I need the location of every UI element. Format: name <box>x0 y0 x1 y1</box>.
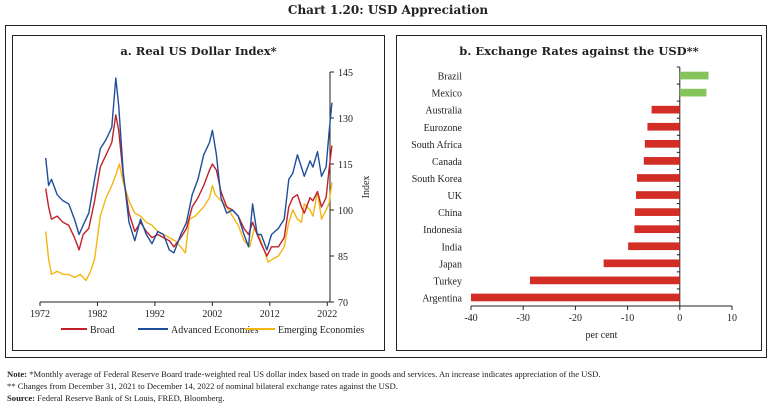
x-tick-label: 2012 <box>260 309 280 320</box>
source-text: Federal Reserve Bank of St Louis, FRED, … <box>37 393 225 403</box>
chart-title: Chart 1.20: USD Appreciation <box>287 3 489 17</box>
note-text-1: *Monthly average of Federal Reserve Boar… <box>29 369 601 379</box>
panel-a-title: a. Real US Dollar Index* <box>120 44 277 58</box>
category-label: Brazil <box>438 72 463 83</box>
y-tick-label: 130 <box>338 114 353 125</box>
bar-indonesia <box>634 225 680 234</box>
footnotes: Note: *Monthly average of Federal Reserv… <box>7 368 601 404</box>
x-tick-label: 10 <box>727 313 737 324</box>
x-tick-label: -10 <box>621 313 634 324</box>
y-axis-label: Index <box>361 176 372 199</box>
category-label: South Africa <box>411 140 462 151</box>
category-label: UK <box>448 191 463 202</box>
panel-real-us-dollar-index: a. Real US Dollar Index* 1972 1982 1992 200… <box>12 35 385 351</box>
bar-japan <box>603 259 680 268</box>
x-tick-label: -20 <box>569 313 582 324</box>
series-line-broad <box>45 114 333 257</box>
x-tick-label: 1972 <box>30 309 50 320</box>
bar-south-africa <box>644 139 680 148</box>
x-tick-label: 2022 <box>317 309 337 320</box>
outer-frame <box>5 25 767 358</box>
y-tick-label: 85 <box>338 252 348 263</box>
category-label: Argentina <box>422 293 462 304</box>
panel-exchange-rates: b. Exchange Rates against the USD** -40-… <box>396 35 762 351</box>
category-label: Japan <box>439 259 462 270</box>
panel-b-title: b. Exchange Rates against the USD** <box>459 44 699 58</box>
source-line: Source: Federal Reserve Bank of St Louis… <box>7 392 601 404</box>
x-tick-label: 0 <box>677 313 682 324</box>
note-line-1: Note: *Monthly average of Federal Reserv… <box>7 368 601 380</box>
category-label: China <box>438 208 462 219</box>
y-tick-label: 100 <box>338 206 353 217</box>
note-line-2: ** Changes from December 31, 2021 to Dec… <box>7 381 398 391</box>
x-axis-label: per cent <box>586 330 618 341</box>
bar-brazil <box>679 71 709 80</box>
bar-australia <box>651 105 680 114</box>
bar-argentina <box>471 293 680 302</box>
category-label: South Korea <box>412 174 463 185</box>
category-label: Canada <box>432 157 463 168</box>
category-label: India <box>441 242 462 253</box>
bar-uk <box>635 191 680 199</box>
bar-canada <box>643 157 680 165</box>
x-tick-label: -30 <box>517 313 530 324</box>
y-tick-label: 145 <box>338 68 353 79</box>
bar-eurozone <box>647 122 680 131</box>
category-label: Eurozone <box>424 123 463 134</box>
bar-chart: -40 -30 -20 -10 0 10 per cent Brazil Mexico Austr… <box>411 66 737 341</box>
category-label: Turkey <box>433 276 462 287</box>
bar-china <box>634 208 680 216</box>
bar-mexico <box>679 88 707 97</box>
x-tick-label: 1992 <box>145 309 165 320</box>
y-tick-label: 70 <box>338 298 348 309</box>
series-line-emerging-economies <box>45 163 333 282</box>
legend-label: Broad <box>90 325 114 336</box>
bar-south-korea <box>636 174 680 182</box>
category-label: Mexico <box>431 89 462 100</box>
legend-label: Emerging Economies <box>278 325 364 336</box>
x-tick-label: 2002 <box>202 309 222 320</box>
source-label: Source: <box>7 393 36 403</box>
bar-india <box>628 242 680 251</box>
category-label: Australia <box>425 106 462 117</box>
y-tick-label: 115 <box>338 160 353 171</box>
x-tick-label: 1982 <box>87 309 107 320</box>
x-tick-label: -40 <box>464 313 477 324</box>
bar-turkey <box>529 276 680 285</box>
series-line-advanced-economies <box>45 77 333 254</box>
note-label: Note: <box>7 369 28 379</box>
category-label: Indonesia <box>423 225 462 236</box>
legend-label: Advanced Economies <box>171 325 259 336</box>
